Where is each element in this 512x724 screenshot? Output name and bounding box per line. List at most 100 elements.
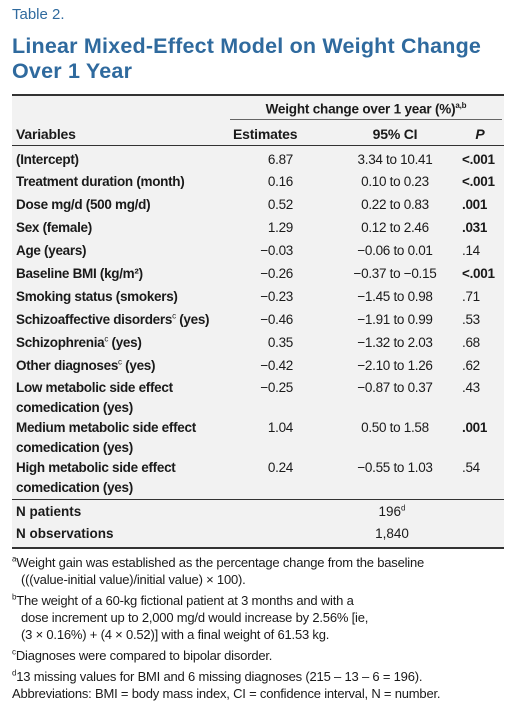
estimate-cell: 1.29 — [267, 220, 293, 235]
variable-cell: Treatment duration (month) — [16, 172, 231, 192]
estimate-cell: 0.16 — [267, 174, 293, 189]
table-row: Schizophreniac (yes) 0.35 −1.32 to 2.03 .68 — [12, 333, 504, 355]
variable-cell: Baseline BMI (kg/m²) — [16, 264, 231, 284]
footnote-mark: b — [12, 592, 17, 602]
table-label: Table 2. — [12, 6, 65, 23]
table-background — [12, 94, 504, 547]
variable-name: Low metabolic side effect comedication (… — [16, 380, 173, 415]
ci-cell: 0.10 to 0.23 — [361, 174, 429, 189]
ci-cell: −0.37 to −0.15 — [353, 266, 437, 281]
variable-name: Schizoaffective disorders — [16, 312, 173, 327]
footnote-text: Weight gain was established as the perce… — [16, 555, 425, 570]
variable-cell: Low metabolic side effect comedication (… — [16, 378, 231, 418]
variable-name: (Intercept) — [16, 152, 79, 167]
p-value-cell: .54 — [462, 460, 480, 475]
ci-cell: −0.87 to 0.37 — [357, 380, 433, 395]
table-row: Medium metabolic side effect comedicatio… — [12, 418, 504, 458]
footnote-text: dose increment up to 2,000 mg/d would in… — [21, 610, 369, 625]
variable-cell: (Intercept) — [16, 150, 231, 170]
variable-cell: Schizoaffective disordersc (yes) — [16, 310, 231, 330]
column-header-ci: 95% CI — [372, 126, 418, 142]
ci-cell: 0.22 to 0.83 — [361, 197, 429, 212]
table-row: Dose mg/d (500 mg/d) 0.52 0.22 to 0.83 .001 — [12, 195, 504, 217]
ci-cell: −1.91 to 0.99 — [357, 312, 433, 327]
ci-cell: 3.34 to 10.41 — [357, 152, 433, 167]
variable-suffix: (yes) — [108, 335, 142, 350]
estimate-cell: 1.04 — [267, 420, 293, 435]
ci-cell: −1.32 to 2.03 — [357, 335, 433, 350]
footnote-b: bThe weight of a 60-kg fictional patient… — [12, 592, 504, 643]
footnote-mark: a — [12, 554, 17, 564]
footnote-mark: d — [12, 668, 17, 678]
variable-name: Medium metabolic side effect comedicatio… — [16, 420, 196, 455]
estimate-cell: −0.26 — [260, 266, 293, 281]
ci-cell: 0.12 to 2.46 — [361, 220, 429, 235]
count-number: 196 — [378, 504, 402, 519]
count-value: 1,840 — [342, 526, 442, 541]
variable-cell: Other diagnosesc (yes) — [16, 356, 231, 376]
p-value-cell: .71 — [462, 289, 480, 304]
p-value-cell: .001 — [462, 197, 488, 212]
estimate-cell: −0.46 — [260, 312, 293, 327]
bottom-rule — [12, 547, 504, 549]
variable-name: Dose mg/d (500 mg/d) — [16, 197, 151, 212]
variable-cell: Sex (female) — [16, 218, 231, 238]
variable-name: Other diagnoses — [16, 358, 119, 373]
column-header-p: P — [475, 126, 485, 142]
variable-name: Sex (female) — [16, 220, 92, 235]
table-title: Linear Mixed-Effect Model on Weight Chan… — [12, 34, 482, 83]
estimate-cell: −0.42 — [260, 358, 293, 373]
footnote-a: aWeight gain was established as the perc… — [12, 554, 504, 588]
variable-cell: Smoking status (smokers) — [16, 287, 231, 307]
middle-rule — [12, 499, 504, 500]
footnote-text: 13 missing values for BMI and 6 missing … — [16, 669, 423, 684]
table-row: High metabolic side effect comedication … — [12, 458, 504, 498]
variable-cell: Dose mg/d (500 mg/d) — [16, 195, 231, 215]
footnotes: aWeight gain was established as the perc… — [12, 554, 504, 706]
column-header-estimates: Estimates — [233, 126, 298, 142]
header-rule — [12, 145, 504, 146]
count-sup: d — [401, 503, 406, 513]
column-group-label: Weight change over 1 year (%) — [265, 101, 456, 117]
variable-name: Treatment duration (month) — [16, 174, 185, 189]
footnote-c: cDiagnoses were compared to bipolar diso… — [12, 647, 504, 664]
count-label: N patients — [16, 504, 82, 519]
count-value: 196d — [342, 504, 442, 519]
ci-cell: 0.50 to 1.58 — [361, 420, 429, 435]
ci-cell: −0.06 to 0.01 — [357, 243, 433, 258]
variable-sup: c — [172, 311, 176, 321]
p-value-cell: <.001 — [462, 174, 495, 189]
p-value-cell: .14 — [462, 243, 480, 258]
estimate-cell: 0.52 — [267, 197, 293, 212]
count-label: N observations — [16, 526, 114, 541]
table-row: Low metabolic side effect comedication (… — [12, 378, 504, 418]
table-row: Sex (female) 1.29 0.12 to 2.46 .031 — [12, 218, 504, 240]
abbreviations: Abbreviations: BMI = body mass index, CI… — [12, 686, 441, 701]
footnote-text: The weight of a 60-kg fictional patient … — [16, 593, 354, 608]
variable-name: High metabolic side effect comedication … — [16, 460, 176, 495]
p-value-cell: .68 — [462, 335, 480, 350]
p-value-cell: .001 — [462, 420, 488, 435]
ci-cell: −1.45 to 0.98 — [357, 289, 433, 304]
variable-cell: Age (years) — [16, 241, 231, 261]
group-underline — [230, 119, 502, 120]
footnote-text: Diagnoses were compared to bipolar disor… — [15, 648, 273, 663]
table-row: (Intercept) 6.87 3.34 to 10.41 <.001 — [12, 150, 504, 172]
footnote-text: (((value-initial value)/initial value) ×… — [21, 572, 246, 587]
variable-cell: High metabolic side effect comedication … — [16, 458, 231, 498]
estimate-cell: 0.24 — [267, 460, 293, 475]
table-row: Baseline BMI (kg/m²) −0.26 −0.37 to −0.15 <… — [12, 264, 504, 286]
p-value-cell: .62 — [462, 358, 480, 373]
estimate-cell: 6.87 — [267, 152, 293, 167]
estimate-cell: −0.25 — [260, 380, 293, 395]
table-row: Other diagnosesc (yes) −0.42 −2.10 to 1.26… — [12, 356, 504, 378]
ci-cell: −0.55 to 1.03 — [357, 460, 433, 475]
variable-name: Baseline BMI (kg/m²) — [16, 266, 143, 281]
footnote-text: (3 × 0.16%) + (4 × 0.52)] with a final w… — [21, 627, 330, 642]
variable-name: Schizophrenia — [16, 335, 105, 350]
p-value-cell: <.001 — [462, 266, 495, 281]
top-rule — [12, 94, 504, 96]
variable-cell: Medium metabolic side effect comedicatio… — [16, 418, 231, 458]
estimate-cell: −0.03 — [260, 243, 293, 258]
